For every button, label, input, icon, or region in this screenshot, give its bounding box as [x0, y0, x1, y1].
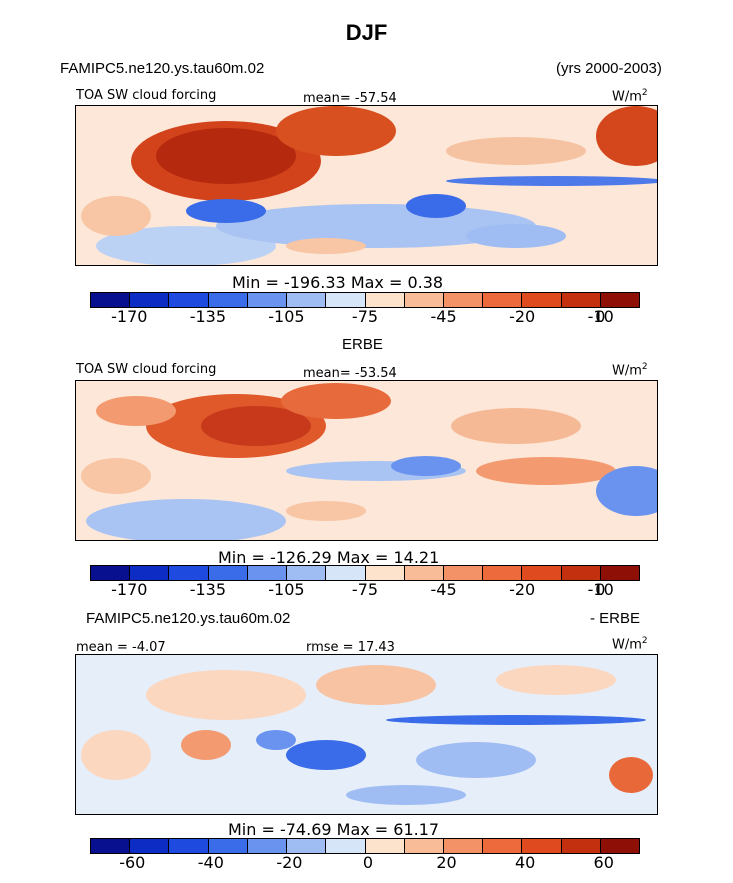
colorbar-tick-label: -10 — [587, 307, 614, 326]
colorbar-tick-label: -135 — [189, 580, 226, 599]
panel3-map-field — [76, 655, 657, 814]
colorbar-swatch — [169, 839, 209, 853]
colorbar-swatch — [522, 293, 562, 307]
colorbar-swatch — [522, 839, 562, 853]
colorbar-swatch — [287, 293, 327, 307]
colorbar-tick-label: -10 — [587, 580, 614, 599]
colorbar-swatch — [443, 293, 484, 307]
colorbar-tick-label: 0 — [362, 853, 374, 872]
panel1-field-label: TOA SW cloud forcing — [76, 88, 217, 103]
figure-title: DJF — [345, 20, 388, 45]
colorbar-tick-label: 40 — [514, 853, 536, 872]
colorbar-tick-label: -45 — [430, 307, 457, 326]
colorbar-swatch — [404, 839, 444, 853]
panel2-units: W/m2 — [612, 362, 648, 379]
colorbar-swatch — [483, 839, 523, 853]
panel3-minmax: Min = -74.69 Max = 61.17 — [228, 820, 440, 839]
panel2-mean: mean= -53.54 — [303, 366, 397, 381]
panel3-colorbar — [90, 838, 640, 854]
panel2-field-label: TOA SW cloud forcing — [76, 362, 217, 377]
colorbar-swatch — [91, 566, 131, 580]
colorbar-swatch — [561, 839, 601, 853]
colorbar-tick-label: -170 — [111, 307, 148, 326]
panel1-map — [75, 105, 658, 266]
colorbar-tick-label: 0 — [595, 580, 606, 599]
colorbar-tick-label: -75 — [351, 307, 379, 326]
colorbar-swatch — [169, 566, 209, 580]
colorbar-swatch — [326, 839, 366, 853]
colorbar-swatch — [208, 839, 248, 853]
colorbar-tick-label: -20 — [276, 853, 303, 872]
colorbar-swatch — [169, 293, 209, 307]
colorbar-swatch — [600, 839, 640, 853]
colorbar-swatch — [130, 839, 170, 853]
panel1-minmax: Min = -196.33 Max = 0.38 — [232, 273, 444, 292]
colorbar-swatch — [91, 839, 131, 853]
colorbar-swatch — [247, 566, 288, 580]
colorbar-swatch — [561, 293, 601, 307]
colorbar-swatch — [443, 566, 484, 580]
panel2-minmax: Min = -126.29 Max = 14.21 — [218, 548, 440, 567]
panel1-map-field — [76, 106, 657, 265]
colorbar-swatch — [91, 293, 131, 307]
colorbar-swatch — [326, 293, 366, 307]
colorbar-swatch — [287, 839, 327, 853]
panel2-colorbar — [90, 565, 640, 581]
colorbar-swatch — [522, 566, 562, 580]
colorbar-tick-label: 0 — [595, 307, 606, 326]
panel3-rmse: rmse = 17.43 — [306, 640, 395, 655]
colorbar-swatch — [404, 566, 444, 580]
colorbar-tick-label: -40 — [197, 853, 224, 872]
diff-model-name: FAMIPC5.ne120.ys.tau60m.02 — [86, 610, 291, 627]
model-name: FAMIPC5.ne120.ys.tau60m.02 — [60, 60, 265, 77]
colorbar-swatch — [483, 566, 523, 580]
colorbar-swatch — [326, 566, 366, 580]
panel1-mean: mean= -57.54 — [303, 91, 397, 106]
panel3-map — [75, 654, 658, 815]
colorbar-swatch — [561, 566, 601, 580]
panel1-units: W/m2 — [612, 88, 648, 105]
panel2-map — [75, 380, 658, 541]
colorbar-swatch — [483, 293, 523, 307]
colorbar-tick-label: 60 — [593, 853, 614, 872]
colorbar-swatch — [443, 839, 484, 853]
years-range: (yrs 2000-2003) — [556, 60, 662, 77]
panel1-colorbar — [90, 292, 640, 308]
diff-suffix: - ERBE — [590, 610, 641, 627]
colorbar-swatch — [247, 839, 288, 853]
colorbar-swatch — [404, 293, 444, 307]
colorbar-swatch — [208, 293, 248, 307]
panel2-title: ERBE — [342, 336, 383, 353]
colorbar-swatch — [365, 293, 405, 307]
colorbar-swatch — [365, 566, 405, 580]
colorbar-swatch — [365, 839, 405, 853]
colorbar-tick-label: -105 — [268, 580, 305, 599]
colorbar-swatch — [600, 293, 640, 307]
colorbar-swatch — [600, 566, 640, 580]
panel2-map-field — [76, 381, 657, 540]
colorbar-swatch — [208, 566, 248, 580]
colorbar-tick-label: 20 — [436, 853, 457, 872]
colorbar-swatch — [130, 293, 170, 307]
colorbar-swatch — [130, 566, 170, 580]
colorbar-swatch — [247, 293, 288, 307]
panel3-mean: mean = -4.07 — [76, 640, 166, 655]
colorbar-tick-label: -135 — [189, 307, 226, 326]
colorbar-swatch — [287, 566, 327, 580]
colorbar-tick-label: -75 — [351, 580, 379, 599]
colorbar-tick-label: -170 — [111, 580, 148, 599]
colorbar-tick-label: -60 — [119, 853, 146, 872]
colorbar-tick-label: -45 — [430, 580, 457, 599]
colorbar-tick-label: -20 — [509, 307, 536, 326]
colorbar-tick-label: -105 — [268, 307, 305, 326]
colorbar-tick-label: -20 — [509, 580, 536, 599]
panel3-units: W/m2 — [612, 636, 648, 653]
